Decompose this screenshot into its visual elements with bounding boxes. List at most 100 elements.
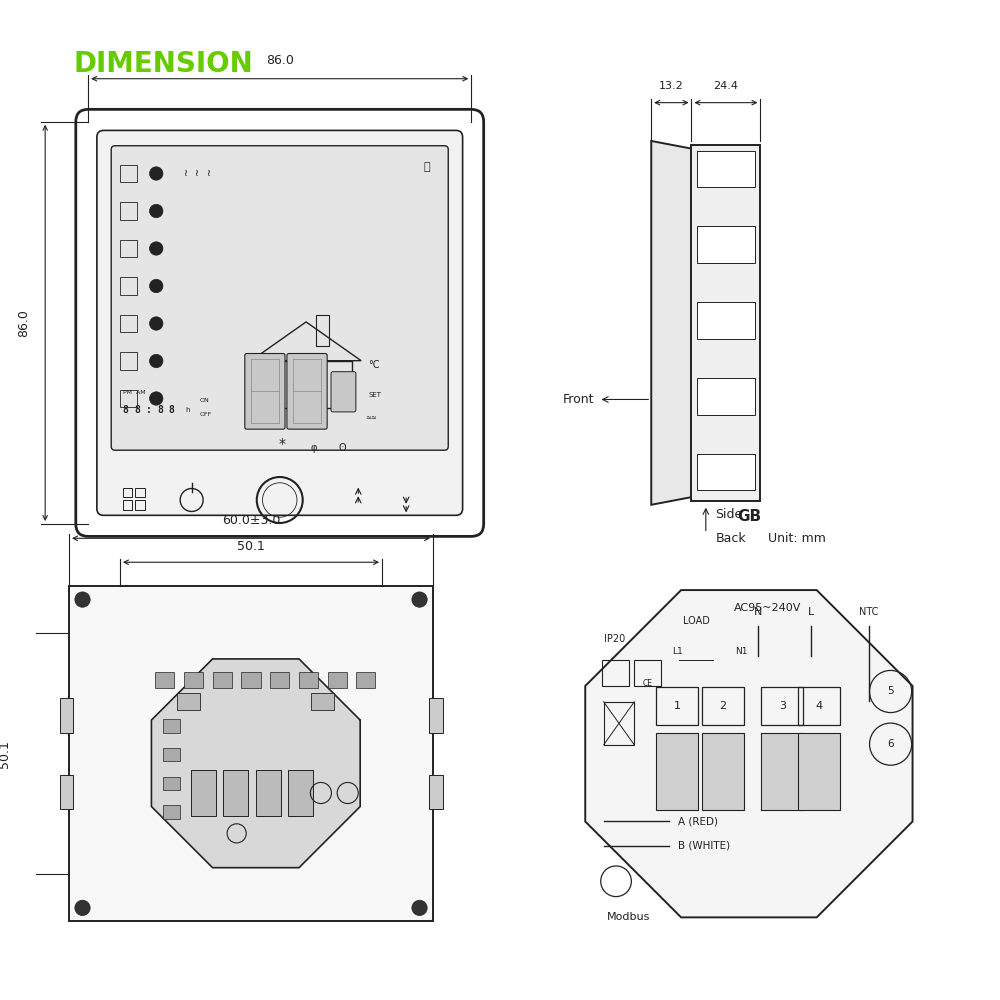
Text: PM  AM: PM AM (123, 390, 145, 395)
Bar (155, 672, 174, 688)
FancyBboxPatch shape (111, 146, 448, 450)
Text: 8: 8 (169, 405, 175, 415)
Text: 3: 3 (779, 701, 786, 711)
Text: :: : (146, 405, 152, 415)
Text: 50.1: 50.1 (237, 540, 265, 553)
Text: 13.2: 13.2 (659, 81, 684, 91)
Text: OFF: OFF (199, 412, 212, 417)
Text: 4: 4 (815, 701, 822, 711)
Bar (691, 145, 760, 501)
Polygon shape (151, 659, 360, 868)
Polygon shape (585, 590, 913, 917)
Text: IP20: IP20 (604, 634, 625, 644)
Text: *: * (279, 437, 286, 451)
Text: N1: N1 (735, 647, 747, 656)
Bar (163, 805, 180, 819)
Text: Side: Side (715, 508, 743, 521)
Text: ≈≈: ≈≈ (365, 415, 377, 421)
FancyBboxPatch shape (97, 130, 463, 515)
Text: GB: GB (737, 509, 761, 524)
FancyBboxPatch shape (331, 372, 356, 412)
Bar (223, 770, 248, 816)
Bar (163, 719, 180, 733)
Bar (120, 315, 137, 332)
Text: 5: 5 (887, 686, 894, 696)
Bar (656, 733, 698, 810)
Text: A (RED): A (RED) (678, 816, 718, 826)
Bar (697, 454, 755, 490)
Bar (184, 672, 203, 688)
Text: SET: SET (368, 392, 381, 398)
Circle shape (412, 900, 427, 916)
Text: 8: 8 (134, 405, 140, 415)
Bar (60, 698, 73, 733)
Text: DIMENSION: DIMENSION (74, 50, 254, 78)
Bar (120, 240, 137, 257)
Bar (702, 687, 744, 725)
Text: ~: ~ (205, 167, 215, 175)
Bar (429, 698, 443, 733)
Text: Back: Back (715, 532, 746, 545)
Text: ON: ON (199, 398, 209, 403)
Text: φ: φ (310, 443, 317, 453)
Circle shape (75, 592, 90, 607)
Bar (697, 378, 755, 415)
Bar (123, 488, 132, 497)
Circle shape (150, 167, 163, 180)
Text: 50.1: 50.1 (0, 740, 11, 768)
Bar (697, 151, 755, 187)
Text: ʘ: ʘ (339, 443, 346, 453)
Bar (316, 315, 329, 346)
Text: 86.0: 86.0 (18, 309, 31, 337)
Text: ~: ~ (193, 167, 203, 175)
Bar (256, 770, 281, 816)
FancyBboxPatch shape (245, 354, 285, 429)
Text: Unit: mm: Unit: mm (768, 532, 826, 545)
Bar (299, 672, 318, 688)
Text: L1: L1 (672, 647, 682, 656)
Circle shape (150, 392, 163, 405)
Text: AC95~240V: AC95~240V (734, 603, 802, 613)
Bar (634, 660, 661, 686)
Bar (761, 687, 803, 725)
Bar (123, 500, 132, 510)
Text: ⚿: ⚿ (424, 162, 431, 172)
Bar (120, 202, 137, 220)
Bar (697, 226, 755, 263)
Text: CE: CE (643, 679, 653, 688)
Circle shape (150, 354, 163, 368)
Text: 86.0: 86.0 (266, 54, 294, 67)
Text: 24.4: 24.4 (713, 81, 738, 91)
Text: LOAD: LOAD (683, 616, 710, 626)
Bar (761, 733, 803, 810)
Bar (163, 748, 180, 761)
Circle shape (150, 242, 163, 255)
Bar (328, 672, 347, 688)
Text: L: L (808, 607, 814, 617)
Text: h: h (185, 407, 189, 413)
Bar (429, 775, 443, 809)
Text: 2: 2 (719, 701, 727, 711)
Text: Front: Front (562, 393, 594, 406)
Bar (288, 770, 313, 816)
Bar (311, 693, 334, 710)
Text: N: N (754, 607, 763, 617)
Bar (135, 500, 145, 510)
Text: |: | (299, 377, 303, 390)
Bar (798, 687, 840, 725)
Bar (702, 733, 744, 810)
Bar (120, 165, 137, 182)
Bar (69, 586, 433, 921)
Bar (798, 733, 840, 810)
Bar (270, 672, 289, 688)
Bar (120, 352, 137, 370)
Text: 6: 6 (887, 739, 894, 749)
Circle shape (293, 385, 310, 402)
Text: NTC: NTC (859, 607, 878, 617)
Text: B (WHITE): B (WHITE) (678, 841, 730, 851)
Bar (604, 702, 634, 745)
Circle shape (150, 279, 163, 293)
Circle shape (150, 204, 163, 218)
FancyBboxPatch shape (76, 109, 484, 536)
FancyBboxPatch shape (287, 354, 327, 429)
